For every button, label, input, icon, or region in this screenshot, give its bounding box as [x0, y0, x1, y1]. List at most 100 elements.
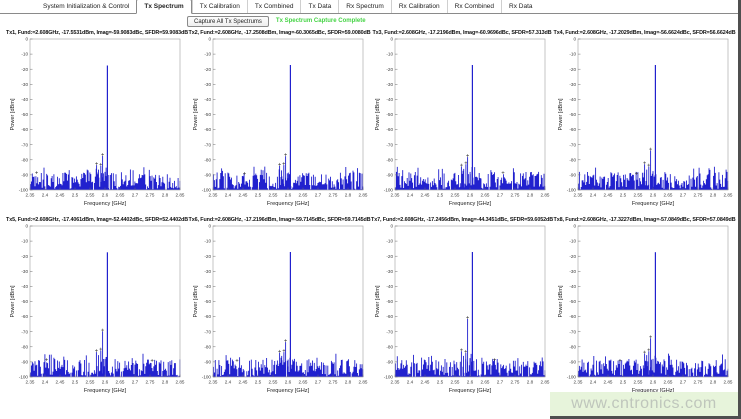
svg-text:2.65: 2.65 — [481, 380, 490, 385]
svg-text:-70: -70 — [21, 329, 28, 334]
svg-text:-10: -10 — [204, 239, 211, 244]
y-axis-label: Power [dBm] — [375, 98, 381, 130]
svg-text:-30: -30 — [569, 82, 576, 87]
watermark: www.cntronics.com — [550, 392, 738, 419]
svg-text:-100: -100 — [566, 375, 576, 380]
svg-text:-20: -20 — [21, 254, 28, 259]
tab-rx-spectrum[interactable]: Rx Spectrum — [338, 0, 391, 13]
svg-text:-80: -80 — [386, 157, 393, 162]
svg-text:-40: -40 — [569, 97, 576, 102]
svg-text:2.45: 2.45 — [421, 193, 430, 198]
svg-text:-60: -60 — [569, 314, 576, 319]
svg-text:-10: -10 — [386, 52, 393, 57]
svg-text:-10: -10 — [21, 52, 28, 57]
plot-title-tx3: Tx3, Fund:=2.608GHz, -17.2196dBm, Imag=-… — [372, 30, 552, 36]
svg-text:-10: -10 — [569, 239, 576, 244]
plots-grid: Tx1, Fund:=2.608GHz, -17.5531dBm, Imag=-… — [6, 27, 736, 401]
svg-text:2.65: 2.65 — [663, 380, 672, 385]
svg-text:-70: -70 — [21, 142, 28, 147]
plot-canvas-tx3: 2.35 2.4 2.45 2.5 2.55 2.6 2.65 2.7 2.75 2.8 2.85 0… — [375, 37, 550, 207]
svg-text:-70: -70 — [569, 142, 576, 147]
svg-text:2.5: 2.5 — [619, 380, 626, 385]
plot-title-tx7: Tx7, Fund:=2.608GHz, -17.2456dBm, Imag=-… — [371, 217, 554, 223]
tab-tx-combined[interactable]: Tx Combined — [246, 0, 301, 13]
x-axis-label: Frequency [GHz] — [84, 388, 127, 394]
svg-text:-50: -50 — [569, 112, 576, 117]
svg-text:2.6: 2.6 — [649, 380, 656, 385]
svg-text:-50: -50 — [204, 299, 211, 304]
svg-text:2.35: 2.35 — [208, 380, 217, 385]
svg-text:-90: -90 — [386, 173, 393, 178]
svg-text:0: 0 — [25, 37, 28, 42]
tab-rx-combined[interactable]: Rx Combined — [446, 0, 501, 13]
svg-text:2.7: 2.7 — [132, 380, 139, 385]
svg-text:-50: -50 — [386, 299, 393, 304]
svg-text:2.8: 2.8 — [344, 380, 351, 385]
svg-text:2.8: 2.8 — [162, 193, 169, 198]
plot-title-tx2: Tx2, Fund:=2.608GHz, -17.2508dBm, Imag=-… — [188, 30, 371, 36]
svg-text:2.55: 2.55 — [268, 380, 277, 385]
svg-text:-20: -20 — [21, 67, 28, 72]
x-axis-label: Frequency [GHz] — [631, 388, 674, 394]
svg-text:-30: -30 — [21, 82, 28, 87]
tab-tx-data[interactable]: Tx Data — [300, 0, 338, 13]
svg-text:-30: -30 — [569, 269, 576, 274]
x-axis-label: Frequency [GHz] — [449, 201, 492, 207]
svg-text:0: 0 — [25, 224, 28, 229]
svg-text:2.5: 2.5 — [619, 193, 626, 198]
svg-text:2.85: 2.85 — [358, 380, 367, 385]
svg-text:2.8: 2.8 — [527, 380, 534, 385]
spectrum-plot-tx5: Tx5, Fund:=2.608GHz, -17.4061dBm, Imag=-… — [6, 214, 188, 401]
plot-canvas-tx1: 2.35 2.4 2.45 2.5 2.55 2.6 2.65 2.7 2.75 2.8 2.85 0… — [10, 37, 185, 207]
svg-text:-30: -30 — [204, 269, 211, 274]
tab-system-initialization-control[interactable]: System Initialization & Control — [43, 3, 130, 10]
svg-text:2.6: 2.6 — [467, 380, 474, 385]
tab-rx-data[interactable]: Rx Data — [501, 0, 539, 13]
svg-text:-60: -60 — [204, 127, 211, 132]
svg-text:2.45: 2.45 — [56, 380, 65, 385]
svg-text:2.6: 2.6 — [102, 193, 109, 198]
svg-text:2.35: 2.35 — [208, 193, 217, 198]
svg-text:-100: -100 — [19, 188, 29, 193]
svg-text:2.4: 2.4 — [589, 380, 596, 385]
svg-text:2.8: 2.8 — [709, 193, 716, 198]
svg-text:2.8: 2.8 — [162, 380, 169, 385]
svg-text:-90: -90 — [204, 360, 211, 365]
svg-text:-50: -50 — [386, 112, 393, 117]
svg-text:-50: -50 — [569, 299, 576, 304]
svg-text:-70: -70 — [386, 142, 393, 147]
svg-text:-10: -10 — [204, 52, 211, 57]
svg-text:2.45: 2.45 — [603, 193, 612, 198]
svg-text:-20: -20 — [386, 67, 393, 72]
svg-text:2.55: 2.55 — [86, 193, 95, 198]
svg-text:2.5: 2.5 — [72, 380, 79, 385]
svg-text:-50: -50 — [21, 299, 28, 304]
tab-tx-calibration[interactable]: Tx Calibration — [191, 0, 247, 13]
svg-text:2.75: 2.75 — [511, 193, 520, 198]
tab-rx-calibration[interactable]: Rx Calibration — [390, 0, 447, 13]
svg-text:-20: -20 — [204, 67, 211, 72]
svg-text:-100: -100 — [201, 375, 211, 380]
svg-text:2.55: 2.55 — [86, 380, 95, 385]
svg-text:-90: -90 — [569, 173, 576, 178]
svg-text:0: 0 — [208, 37, 211, 42]
svg-text:2.35: 2.35 — [573, 193, 582, 198]
tab-tx-spectrum[interactable]: Tx Spectrum — [136, 0, 192, 14]
svg-text:2.45: 2.45 — [421, 380, 430, 385]
y-axis-label: Power [dBm] — [558, 98, 564, 130]
svg-text:-40: -40 — [204, 284, 211, 289]
svg-text:2.65: 2.65 — [298, 193, 307, 198]
spectrum-plot-tx6: Tx6, Fund:=2.608GHz, -17.2196dBm, Imag=-… — [189, 214, 371, 401]
svg-text:2.4: 2.4 — [42, 193, 49, 198]
x-axis-label: Frequency [GHz] — [631, 201, 674, 207]
svg-text:2.6: 2.6 — [102, 380, 109, 385]
svg-text:2.35: 2.35 — [391, 193, 400, 198]
svg-text:2.6: 2.6 — [649, 193, 656, 198]
watermark-text: www.cntronics.com — [571, 395, 717, 412]
x-axis-label: Frequency [GHz] — [84, 201, 127, 207]
plot-title-tx4: Tx4, Fund:=2.608GHz, -17.2029dBm, Imag=-… — [553, 30, 736, 36]
capture-all-tx-spectrums-button[interactable]: Capture All Tx Spectrums — [187, 15, 269, 27]
svg-text:-100: -100 — [201, 188, 211, 193]
svg-text:-60: -60 — [569, 127, 576, 132]
svg-text:-20: -20 — [204, 254, 211, 259]
